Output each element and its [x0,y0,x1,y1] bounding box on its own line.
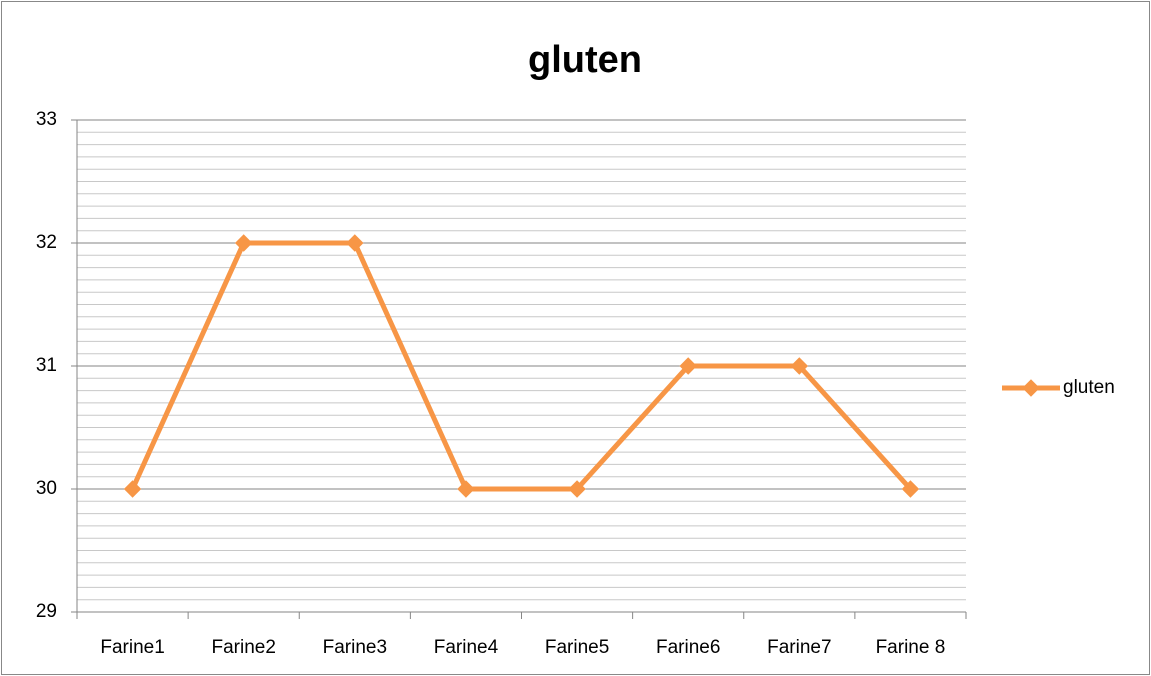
chart-title: gluten [528,39,642,81]
x-tick-label: Farine5 [545,637,609,658]
y-tick-label: 29 [36,601,57,622]
legend-marker [1022,379,1040,397]
x-tick-label: Farine4 [434,637,499,658]
x-tick-label: Farine2 [211,637,275,658]
point-marker [790,357,809,375]
point-marker [457,480,475,498]
x-tick-label: Farine7 [767,637,831,658]
point-marker [123,480,142,498]
y-tick-label: 30 [36,478,57,499]
series-line [130,240,913,492]
y-tick-label: 33 [36,109,57,130]
point-marker [901,480,920,498]
y-tick-label: 32 [36,232,57,253]
point-marker [346,234,364,252]
x-tick-label: Farine1 [100,637,164,658]
y-tick-label: 31 [36,355,57,376]
point-marker [568,480,586,498]
x-tick-label: Farine6 [656,637,720,658]
point-marker [679,357,697,375]
point-marker [234,234,253,252]
x-tick-label: Farine3 [323,637,387,658]
x-tick-label: Farine 8 [876,637,946,658]
legend-label: gluten [1063,377,1115,398]
